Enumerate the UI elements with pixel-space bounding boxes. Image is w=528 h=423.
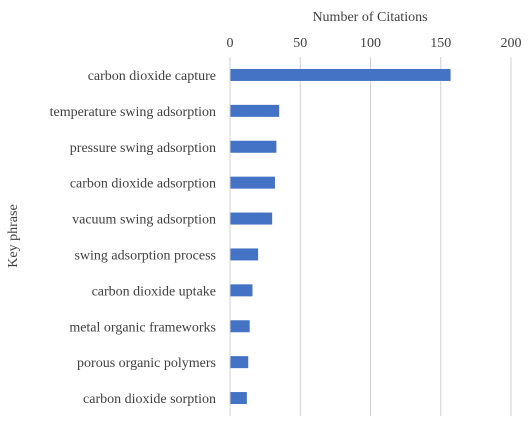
category-label: vacuum swing adsorption <box>72 213 216 228</box>
x-tick-label: 0 <box>227 36 234 51</box>
y-axis-title: Key phrase <box>6 204 21 267</box>
bar <box>230 248 259 261</box>
bar <box>230 68 451 81</box>
x-tick-label: 150 <box>430 36 451 51</box>
category-label: pressure swing adsorption <box>70 141 216 156</box>
category-label: metal organic frameworks <box>69 320 216 335</box>
category-label: carbon dioxide sorption <box>83 392 216 407</box>
bar <box>230 356 249 369</box>
x-tick-labels: 0 50 100 150 200 <box>227 36 522 51</box>
category-label: carbon dioxide capture <box>88 69 216 84</box>
bar <box>230 392 247 405</box>
category-label: carbon dioxide adsorption <box>70 177 216 192</box>
bar <box>230 140 277 153</box>
x-axis-title: Number of Citations <box>312 10 427 25</box>
category-labels: carbon dioxide capture temperature swing … <box>50 69 216 407</box>
bars <box>230 68 451 405</box>
bar <box>230 320 250 333</box>
category-label: carbon dioxide uptake <box>92 284 216 299</box>
x-tick-label: 200 <box>501 36 522 51</box>
bar <box>230 104 280 117</box>
bar <box>230 212 273 225</box>
bar <box>230 284 253 297</box>
category-label: temperature swing adsorption <box>50 105 216 120</box>
category-label: swing adsorption process <box>74 248 216 263</box>
bar <box>230 176 275 189</box>
x-tick-label: 100 <box>360 36 381 51</box>
gridlines <box>299 57 512 416</box>
category-label: porous organic polymers <box>77 356 216 371</box>
x-tick-label: 50 <box>293 36 307 51</box>
